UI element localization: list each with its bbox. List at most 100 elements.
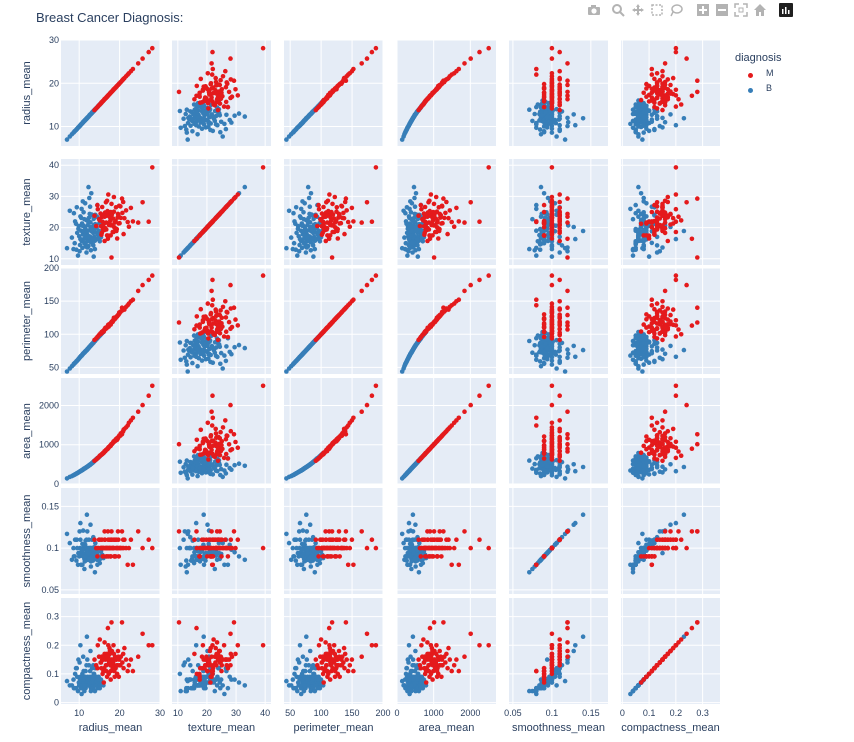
point-b bbox=[178, 125, 183, 131]
point-m bbox=[205, 301, 211, 306]
point-b bbox=[187, 545, 193, 551]
point-m bbox=[654, 95, 660, 100]
point-m bbox=[209, 303, 215, 308]
point-b bbox=[236, 461, 242, 467]
point-m bbox=[451, 301, 457, 306]
point-b bbox=[178, 470, 183, 476]
point-m bbox=[652, 334, 657, 340]
point-b bbox=[660, 115, 665, 121]
point-m bbox=[332, 194, 338, 200]
point-b bbox=[186, 347, 191, 352]
point-m bbox=[323, 238, 329, 244]
point-m bbox=[541, 316, 547, 322]
point-b bbox=[286, 208, 292, 214]
point-b bbox=[178, 562, 183, 568]
point-m bbox=[665, 194, 671, 200]
point-m bbox=[549, 420, 555, 426]
point-m bbox=[418, 202, 424, 208]
point-b bbox=[203, 356, 209, 362]
point-m bbox=[215, 107, 221, 113]
point-m bbox=[123, 208, 129, 213]
point-m bbox=[676, 449, 681, 454]
point-b bbox=[649, 344, 655, 349]
point-m bbox=[541, 219, 547, 224]
point-b bbox=[571, 343, 576, 349]
point-m bbox=[541, 334, 547, 340]
point-b bbox=[303, 250, 309, 255]
point-m bbox=[638, 450, 644, 456]
box-select-icon[interactable] bbox=[650, 3, 664, 17]
point-m bbox=[565, 89, 570, 95]
lasso-icon[interactable] bbox=[669, 3, 683, 17]
point-b bbox=[544, 463, 550, 469]
point-m bbox=[111, 194, 117, 200]
pan-icon[interactable] bbox=[631, 3, 645, 17]
point-b bbox=[212, 118, 218, 124]
point-b bbox=[195, 132, 200, 137]
point-m bbox=[541, 81, 547, 87]
point-m bbox=[320, 330, 326, 335]
point-m bbox=[316, 202, 321, 208]
point-m bbox=[210, 297, 216, 303]
point-m bbox=[557, 212, 562, 218]
point-m bbox=[150, 165, 155, 170]
point-b bbox=[80, 528, 86, 533]
point-m bbox=[108, 554, 113, 559]
subplot-radius_mean-vs-radius_mean bbox=[61, 39, 161, 146]
point-b bbox=[184, 458, 190, 463]
point-m bbox=[557, 49, 562, 55]
point-m bbox=[347, 71, 353, 76]
point-m bbox=[349, 205, 355, 211]
point-b bbox=[181, 348, 186, 353]
autoscale-icon[interactable] bbox=[734, 3, 748, 17]
point-m bbox=[557, 312, 562, 318]
point-b bbox=[562, 369, 568, 374]
point-b bbox=[69, 235, 75, 240]
point-m bbox=[119, 529, 125, 534]
point-m bbox=[104, 324, 110, 330]
point-b bbox=[293, 127, 298, 133]
point-m bbox=[549, 94, 555, 99]
zoom-in-icon[interactable] bbox=[696, 3, 710, 17]
point-b bbox=[87, 195, 92, 201]
point-m bbox=[462, 220, 467, 225]
point-b bbox=[185, 369, 190, 374]
point-b bbox=[548, 341, 553, 346]
point-m bbox=[443, 77, 448, 83]
point-b bbox=[415, 243, 420, 248]
point-b bbox=[668, 343, 673, 349]
point-m bbox=[335, 226, 341, 232]
point-b bbox=[636, 184, 641, 190]
point-b bbox=[71, 554, 77, 559]
point-m bbox=[689, 323, 695, 328]
point-m bbox=[662, 225, 668, 231]
point-m bbox=[221, 104, 227, 109]
point-m bbox=[549, 205, 555, 210]
home-icon[interactable] bbox=[753, 3, 767, 17]
point-m bbox=[673, 393, 679, 399]
point-m bbox=[644, 446, 649, 452]
point-m bbox=[260, 273, 266, 278]
point-m bbox=[443, 210, 448, 216]
point-m bbox=[673, 277, 679, 283]
camera-icon[interactable] bbox=[587, 3, 601, 17]
point-m bbox=[684, 282, 689, 288]
point-m bbox=[437, 436, 442, 441]
point-b bbox=[201, 466, 206, 472]
point-m bbox=[135, 288, 141, 294]
point-m bbox=[364, 200, 370, 205]
point-m bbox=[565, 432, 570, 437]
point-m bbox=[99, 230, 105, 236]
point-m bbox=[541, 321, 547, 326]
point-m bbox=[318, 216, 323, 222]
zoom-out-icon[interactable] bbox=[715, 3, 729, 17]
point-m bbox=[92, 213, 97, 218]
point-b bbox=[638, 191, 644, 196]
point-m bbox=[223, 451, 229, 457]
point-m bbox=[673, 318, 679, 323]
point-b bbox=[208, 471, 213, 477]
plotly-logo-icon[interactable] bbox=[779, 3, 793, 17]
zoom-icon[interactable] bbox=[611, 3, 625, 17]
point-b bbox=[193, 341, 199, 346]
point-m bbox=[316, 334, 321, 340]
